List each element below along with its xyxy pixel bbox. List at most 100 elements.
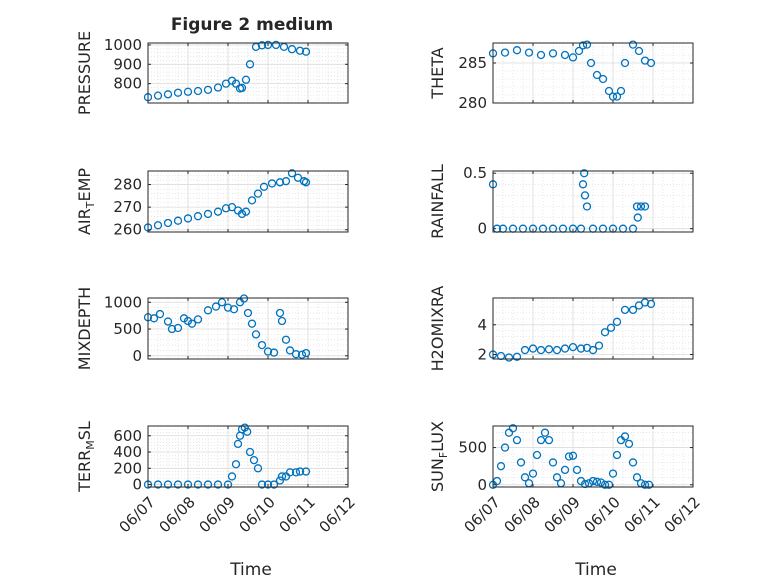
data-point	[620, 58, 630, 68]
data-point	[253, 464, 263, 473]
data-point	[247, 196, 257, 205]
data-point	[640, 480, 650, 489]
data-point	[568, 53, 578, 62]
y-axis-label: TERRMSL	[75, 421, 97, 493]
data-point	[149, 314, 159, 323]
data-point	[524, 48, 534, 57]
y-tick-label: 2	[477, 346, 487, 364]
data-point	[536, 345, 546, 355]
data-point	[229, 305, 239, 314]
axes-box	[492, 425, 694, 488]
axes-box	[147, 425, 349, 488]
data-point	[173, 88, 183, 97]
data-point	[239, 294, 249, 303]
data-point	[548, 49, 558, 58]
data-point	[640, 202, 650, 211]
data-point	[552, 345, 562, 355]
data-point	[257, 41, 267, 50]
data-point	[245, 447, 255, 457]
data-point	[604, 86, 614, 96]
data-point	[249, 456, 259, 465]
data-point	[203, 306, 213, 315]
data-series	[488, 298, 656, 362]
data-point	[227, 472, 237, 481]
data-point	[251, 330, 261, 339]
data-point	[512, 352, 522, 361]
data-point	[247, 319, 257, 328]
subplot-top-right: 280 285 THETA	[428, 40, 694, 112]
data-point	[275, 308, 285, 318]
data-point	[163, 317, 173, 326]
data-point	[620, 305, 630, 315]
data-point	[223, 480, 233, 489]
y-tick-label: 1000	[104, 293, 142, 311]
data-point	[516, 458, 526, 467]
data-point	[564, 452, 574, 461]
data-point	[203, 85, 213, 94]
data-point	[223, 303, 233, 312]
data-point	[572, 465, 582, 475]
data-point	[241, 207, 251, 216]
data-point	[301, 47, 311, 56]
data-point	[221, 204, 231, 213]
y-axis-label: THETA	[428, 47, 447, 99]
data-point	[263, 347, 273, 356]
data-point	[632, 202, 642, 211]
data-point	[173, 480, 183, 489]
x-axis-label: Time	[229, 560, 272, 580]
data-point	[287, 169, 297, 178]
data-point	[153, 91, 163, 100]
data-point	[183, 480, 193, 489]
data-point	[269, 480, 279, 489]
subplot-second-left: 260 270 280 AIRTEMP	[75, 168, 349, 239]
data-point	[275, 476, 285, 485]
y-axis-label-subscript: M	[84, 440, 97, 450]
data-point	[616, 86, 626, 96]
y-axis-label-rest: SL	[75, 421, 94, 440]
data-point	[231, 79, 241, 88]
data-point	[153, 221, 163, 230]
data-point	[508, 424, 518, 433]
data-point	[217, 298, 227, 307]
data-point	[568, 451, 578, 460]
y-axis-label-subscript: T	[84, 201, 97, 209]
data-point	[193, 86, 203, 96]
y-axis-label-base: SUN	[428, 458, 447, 492]
data-point	[578, 41, 588, 50]
data-point	[560, 465, 570, 475]
data-point	[536, 50, 546, 60]
data-point	[628, 305, 638, 315]
figure-title: Figure 2 medium	[171, 15, 333, 35]
data-point	[588, 345, 598, 355]
data-point	[586, 58, 596, 68]
data-point	[640, 298, 650, 307]
data-point	[287, 45, 297, 54]
data-point	[245, 60, 255, 69]
data-point	[576, 344, 586, 353]
data-point	[580, 169, 589, 178]
subplot-third-right: 2 4 H2OMIXRA	[428, 286, 694, 372]
y-tick-label: 0.5	[463, 164, 487, 182]
data-point	[606, 323, 616, 332]
data-point	[193, 315, 203, 324]
y-tick-label: 500	[113, 320, 142, 338]
data-point	[580, 479, 590, 489]
data-point	[213, 83, 223, 92]
y-axis-label: AIRTEMP	[75, 168, 97, 235]
y-tick-label: 0	[477, 220, 487, 238]
data-point	[253, 189, 263, 198]
data-point	[263, 480, 273, 489]
y-axis-label: H2OMIXRA	[428, 286, 447, 372]
data-point	[213, 207, 223, 216]
data-point	[600, 328, 610, 337]
data-point	[600, 480, 610, 489]
data-point	[267, 179, 277, 188]
data-point	[213, 480, 223, 489]
data-point	[301, 467, 311, 476]
y-axis-label: PRESSURE	[75, 31, 94, 115]
data-point	[588, 476, 598, 486]
subplot-second-right: 0 0.5 RAINFALL	[428, 164, 694, 239]
data-point	[528, 469, 538, 478]
y-axis-label-base: AIR	[75, 208, 94, 235]
